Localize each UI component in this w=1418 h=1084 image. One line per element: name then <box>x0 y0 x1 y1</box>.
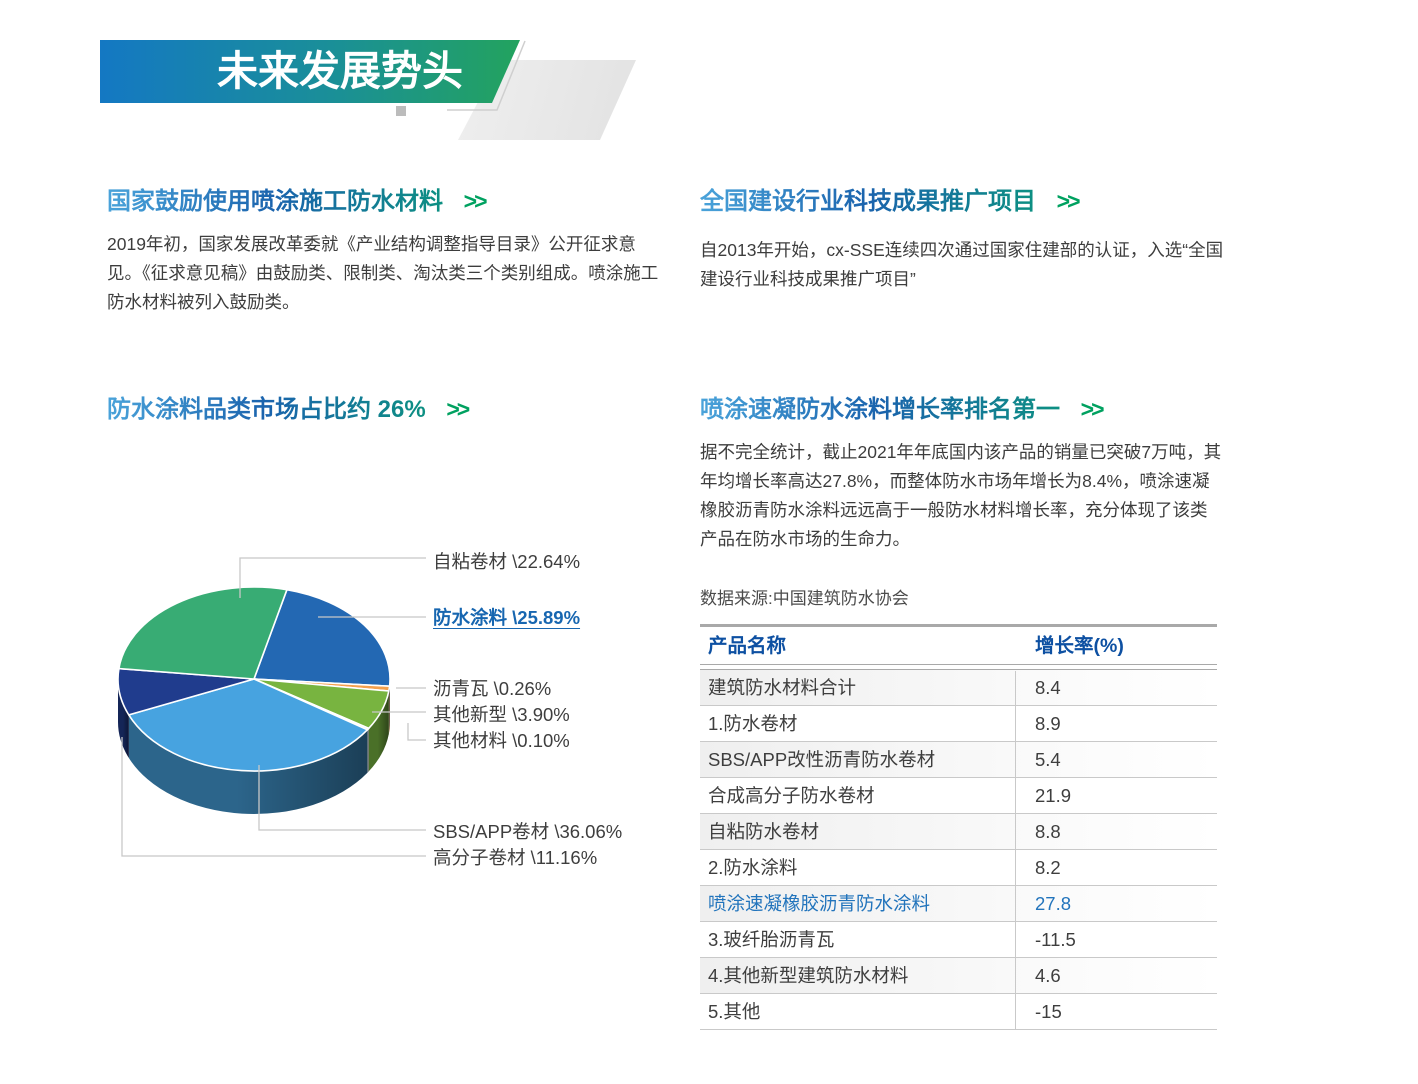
table-row: 喷涂速凝橡胶沥青防水涂料 27.8 <box>700 886 1217 922</box>
section-heading-growth-rank[interactable]: 喷涂速凝防水涂料增长率排名第一 >> <box>700 394 1105 425</box>
product-name-cell: 2.防水涂料 <box>708 857 798 878</box>
section-body-growth-rank: 据不完全统计，截止2021年年底国内该产品的销量已突破7万吨，其 年均增长率高达… <box>700 442 1222 549</box>
pie-label: SBS/APP卷材 \36.06% <box>433 821 623 842</box>
table-row: 1.防水卷材 8.9 <box>700 706 1217 742</box>
product-name-cell: 1.防水卷材 <box>708 713 798 734</box>
pie-slice <box>118 586 288 680</box>
table-row: SBS/APP改性沥青防水卷材 5.4 <box>700 742 1217 778</box>
table-row: 5.其他 -15 <box>700 994 1217 1030</box>
pie-slice-wall-shade <box>128 714 368 814</box>
growth-rate-cell: -15 <box>1035 1001 1062 1022</box>
section-body-spray-materials: 2019年初，国家发展改革委就《产业结构调整指导目录》公开征求意 见。《征求意见… <box>107 234 659 312</box>
pie-slice-wall-shade <box>368 691 389 772</box>
pie-label: 自粘卷材 \22.64% <box>433 551 581 572</box>
section-heading-spray-materials[interactable]: 国家鼓励使用喷涂施工防水材料 >> <box>107 186 488 217</box>
pie-slice-wall-shade <box>388 686 390 734</box>
market-share-pie-chart <box>117 557 426 857</box>
table-header-row: 产品名称 增长率(%) <box>700 627 1217 664</box>
growth-rate-cell: 8.4 <box>1035 677 1061 698</box>
growth-rate-cell: 21.9 <box>1035 785 1072 806</box>
growth-rate-cell: -11.5 <box>1035 929 1076 950</box>
product-name-cell: 3.玻纤胎沥青瓦 <box>708 929 835 950</box>
growth-rate-cell: 4.6 <box>1035 965 1061 986</box>
table-header-product: 产品名称 <box>708 635 787 657</box>
table-row: 建筑防水材料合计 8.4 <box>700 670 1217 706</box>
growth-rate-cell: 8.9 <box>1035 713 1061 734</box>
section-heading-text: 全国建设行业科技成果推广项目 <box>700 188 1036 215</box>
pie-label[interactable]: 防水涂料 \25.89% <box>433 607 581 628</box>
pie-label: 高分子卷材 \11.16% <box>433 847 598 868</box>
double-arrow-icon: >> <box>1056 188 1081 214</box>
pie-label: 沥青瓦 \0.26% <box>433 678 552 699</box>
pie-slice <box>253 588 391 687</box>
section-heading-national-project[interactable]: 全国建设行业科技成果推广项目 >> <box>700 186 1081 217</box>
product-name-cell: 合成高分子防水卷材 <box>708 785 875 806</box>
section-heading-text: 国家鼓励使用喷涂施工防水材料 <box>107 188 443 215</box>
pie-slice <box>128 678 369 772</box>
table-row: 2.防水涂料 8.2 <box>700 850 1217 886</box>
pie-leader-line <box>239 557 426 598</box>
product-name-cell: SBS/APP改性沥青防水卷材 <box>708 749 936 770</box>
table-header-growth: 增长率(%) <box>1035 635 1124 657</box>
product-name-cell: 5.其他 <box>708 1001 761 1022</box>
growth-rate-cell: 27.8 <box>1035 893 1072 914</box>
banner-square-dot <box>396 106 406 116</box>
market-share-pie-figure: 防水涂料 \25.89% 沥青瓦 \0.26% 其他新型 \3.90% 其他材料 \0… <box>100 545 680 975</box>
table-header-double-rule <box>700 664 1217 670</box>
table-column-divider <box>1015 671 1016 1029</box>
pie-slice-wall-shade <box>367 728 369 773</box>
product-name-cell: 4.其他新型建筑防水材料 <box>708 965 909 986</box>
pie-leader-line <box>121 737 426 857</box>
pie-label: 其他新型 \3.90% <box>433 704 570 725</box>
page-title: 未来发展势头 <box>217 48 463 94</box>
double-arrow-icon: >> <box>446 396 470 422</box>
growth-rate-cell: 5.4 <box>1035 749 1061 770</box>
pie-leader-line <box>258 765 426 831</box>
product-name-cell: 建筑防水材料合计 <box>708 677 857 698</box>
data-source-note: 数据来源:中国建筑防水协会 <box>700 589 909 608</box>
section-heading-text: 防水涂料品类市场占比约 26% <box>107 396 426 423</box>
pie-leader-line <box>407 723 426 741</box>
table-row: 3.玻纤胎沥青瓦 -11.5 <box>700 922 1217 958</box>
growth-rate-cell: 8.8 <box>1035 821 1061 842</box>
table-row: 合成高分子防水卷材 21.9 <box>700 778 1217 814</box>
double-arrow-icon: >> <box>463 188 488 214</box>
table-body: 建筑防水材料合计 8.4 1.防水卷材 8.9 SBS/APP改性沥青防水卷材 5.4 合成… <box>700 670 1217 1030</box>
pie-label: 其他材料 \0.10% <box>433 730 570 751</box>
product-name-cell: 自粘防水卷材 <box>708 821 820 842</box>
product-name-cell: 喷涂速凝橡胶沥青防水涂料 <box>708 893 931 914</box>
banner: 未来发展势头 <box>100 40 520 103</box>
section-heading-market-share[interactable]: 防水涂料品类市场占比约 26% >> <box>107 394 470 425</box>
growth-rate-table: 产品名称 增长率(%) 建筑防水材料合计 8.4 1.防水卷材 8.9 SBS/APP改… <box>700 624 1217 1030</box>
section-heading-text: 喷涂速凝防水涂料增长率排名第一 <box>700 396 1060 423</box>
banner-outline-shape <box>447 40 526 111</box>
table-row: 4.其他新型建筑防水材料 4.6 <box>700 958 1217 994</box>
section-body-national-project: 自2013年开始，cx-SSE连续四次通过国家住建部的认证，入选“全国 建设行业… <box>700 240 1224 289</box>
double-arrow-icon: >> <box>1080 396 1105 422</box>
growth-rate-cell: 8.2 <box>1035 857 1061 878</box>
table-row: 自粘防水卷材 8.8 <box>700 814 1217 850</box>
